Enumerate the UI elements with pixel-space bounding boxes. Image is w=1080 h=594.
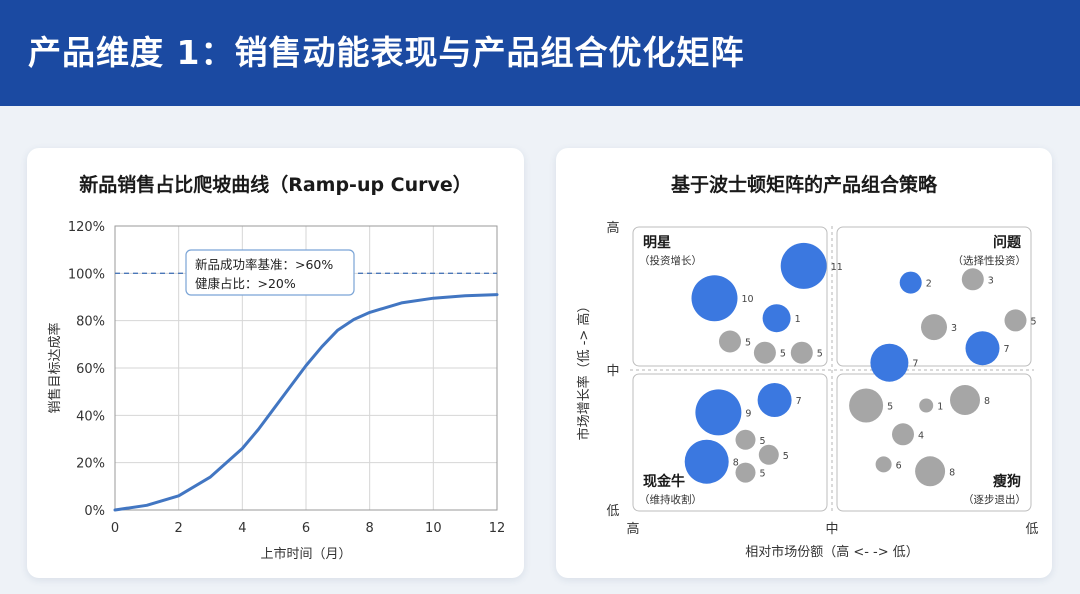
header-bar: 产品维度 1：销售动能表现与产品组合优化矩阵 <box>0 0 1080 106</box>
page-title: 产品维度 1：销售动能表现与产品组合优化矩阵 <box>28 33 745 72</box>
y-tick-high: 高 <box>606 220 619 236</box>
x-tick-label: 10 <box>425 521 442 536</box>
bubble-label: 5 <box>1031 316 1037 327</box>
bubble-blue <box>684 439 729 484</box>
x-tick-label: 6 <box>302 521 310 536</box>
bubble-blue <box>762 304 791 333</box>
bubble-gray <box>719 330 741 353</box>
ramp-up-chart: 0% 20% 40% 60% 80% 100% 120% 0 2 4 6 8 10 12 上市时间（月） 销售… <box>47 220 506 562</box>
bubble-label: 7 <box>1004 344 1010 355</box>
bubble-blue <box>757 383 792 417</box>
bubble-gray <box>735 462 756 483</box>
bubble-gray <box>849 388 884 423</box>
y-tick-label: 60% <box>76 362 105 377</box>
bubble-label: 11 <box>831 262 843 273</box>
quadrant-subtitle: （逐步退出） <box>963 493 1026 506</box>
bubble-label: 4 <box>918 430 924 441</box>
y-axis-label: 市场增长率（低 -> 高） <box>576 300 592 441</box>
bubble-label: 8 <box>984 396 990 407</box>
y-tick-label: 100% <box>68 267 105 282</box>
x-tick-label: 2 <box>175 521 183 536</box>
bubble-gray <box>915 456 946 487</box>
annotation-box <box>185 249 355 296</box>
bubble-label: 9 <box>745 408 751 419</box>
bubble-label: 5 <box>780 349 786 360</box>
bubble-gray <box>919 398 934 413</box>
bubble-label: 5 <box>760 469 766 480</box>
bubble-gray <box>1004 309 1027 332</box>
bubble-blue <box>780 242 827 289</box>
bubble-label: 2 <box>926 279 932 290</box>
y-tick-label: 20% <box>76 457 105 472</box>
ramp-up-chart-card: 新品销售占比爬坡曲线（Ramp-up Curve） 0% 20% 40% 60% 80%… <box>27 148 524 578</box>
quadrant-box <box>836 373 1032 512</box>
annotation-line-2: 健康占比：>20% <box>195 276 296 291</box>
plot-frame <box>114 225 498 511</box>
y-tick-low: 低 <box>606 504 619 519</box>
bubble-label: 5 <box>760 436 766 447</box>
bubble-label: 7 <box>796 396 802 407</box>
benchmark-annotation: 新品成功率基准：>60% 健康占比：>20% <box>185 249 355 296</box>
bubble-label: 3 <box>988 275 994 286</box>
x-tick-label: 8 <box>366 521 374 536</box>
bcg-matrix-card: 基于波士顿矩阵的产品组合策略 明星 （投资增长） 问题 （选择性投资） 现金牛 （维持收割… <box>556 148 1052 578</box>
bubble-label: 1 <box>795 314 801 325</box>
bcg-matrix-title: 基于波士顿矩阵的产品组合策略 <box>670 174 937 196</box>
bubble-gray <box>921 314 947 341</box>
bubble-gray <box>961 268 984 291</box>
bubble-label: 5 <box>817 349 823 360</box>
bubble-label: 5 <box>745 338 751 349</box>
bubble-blue <box>965 331 1000 366</box>
quadrant-subtitle: （选择性投资） <box>953 254 1027 267</box>
bubble-label: 5 <box>783 451 789 462</box>
quadrant-name: 现金牛 <box>643 473 685 490</box>
y-tick-label: 120% <box>68 220 105 235</box>
x-axis-label: 相对市场份额（高 <- -> 低） <box>745 544 919 560</box>
x-tick-high: 高 <box>626 521 639 537</box>
bubble-label: 6 <box>896 460 902 471</box>
quadrant-subtitle: （投资增长） <box>639 254 702 267</box>
bubble-blue <box>870 343 909 382</box>
quadrant-name: 明星 <box>643 235 671 251</box>
quadrant-name: 瘦狗 <box>993 473 1021 490</box>
x-tick-label: 4 <box>238 521 246 536</box>
y-tick-label: 40% <box>76 409 105 424</box>
bubble-label: 3 <box>951 323 957 334</box>
bubble-gray <box>758 444 779 465</box>
x-tick-label: 12 <box>489 521 506 536</box>
x-tick-low: 低 <box>1025 522 1038 537</box>
ramp-up-chart-title: 新品销售占比爬坡曲线（Ramp-up Curve） <box>79 174 472 196</box>
y-tick-label: 80% <box>76 315 105 330</box>
bubble-blue <box>691 275 738 322</box>
x-tick-label: 0 <box>111 521 119 536</box>
bubble-label: 10 <box>742 294 754 305</box>
ramp-up-curve <box>113 293 499 512</box>
bcg-matrix-chart: 明星（投资增长）问题（选择性投资）现金牛（维持收割）瘦狗（逐步退出）101115… <box>576 220 1039 560</box>
bubble-gray <box>892 423 914 446</box>
bubble-blue <box>695 389 742 436</box>
quadrant-name: 问题 <box>993 234 1022 251</box>
quadrant-subtitle: （维持收割） <box>639 493 702 506</box>
bubble-blue <box>899 271 922 294</box>
bubble-gray <box>735 429 756 450</box>
bubble-label: 8 <box>733 458 739 469</box>
bubble-gray <box>875 456 892 473</box>
bubble-label: 8 <box>949 467 955 478</box>
bubble-gray <box>950 385 980 415</box>
x-tick-mid: 中 <box>825 522 838 537</box>
bubble-gray <box>753 341 776 364</box>
y-tick-mid: 中 <box>606 364 619 379</box>
y-axis-label: 销售目标达成率 <box>47 322 63 413</box>
annotation-line-1: 新品成功率基准：>60% <box>195 257 333 272</box>
x-axis-label: 上市时间（月） <box>260 546 351 562</box>
bubble-label: 1 <box>937 402 943 413</box>
bubble-label: 5 <box>887 402 893 413</box>
bubble-gray <box>790 341 813 364</box>
bubble-label: 7 <box>912 359 918 370</box>
y-tick-label: 0% <box>84 504 105 519</box>
